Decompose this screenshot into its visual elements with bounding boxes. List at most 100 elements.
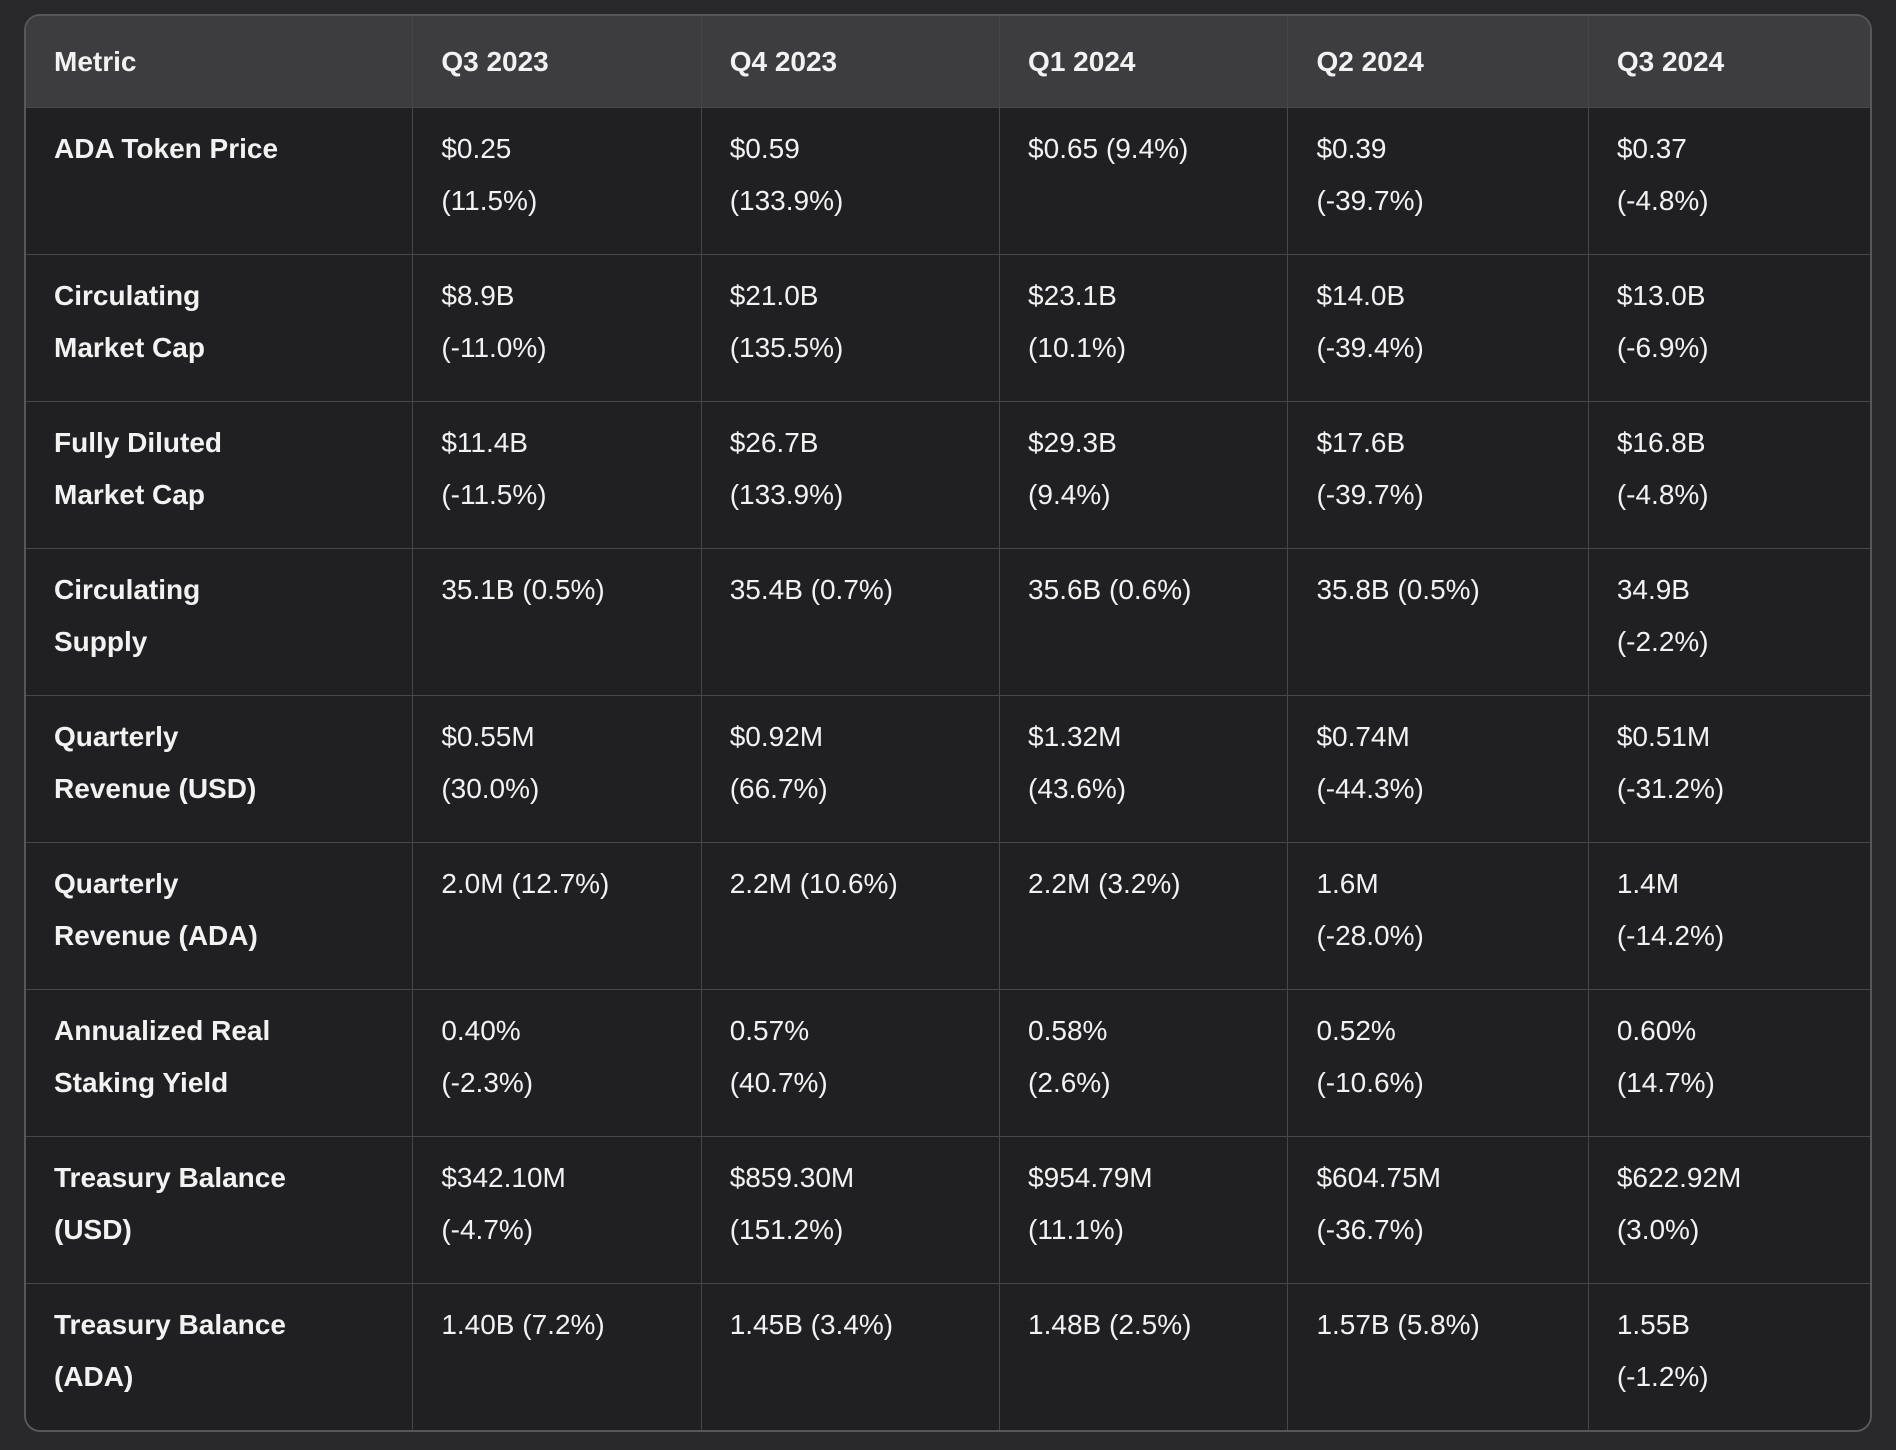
value-cell: $29.3B (9.4%) bbox=[999, 401, 1288, 548]
value-cell: 2.2M (10.6%) bbox=[700, 842, 1000, 989]
cell-line: 35.1B (0.5%) bbox=[441, 574, 605, 605]
cell-line: (-28.0%) bbox=[1316, 920, 1424, 951]
value-cell: $11.4B (-11.5%) bbox=[412, 401, 701, 548]
metric-column-header: Metric bbox=[54, 45, 137, 77]
value-cell: 1.55B (-1.2%) bbox=[1587, 1283, 1870, 1430]
cell-line: $23.1B bbox=[1028, 280, 1117, 311]
cell-line: (-1.2%) bbox=[1616, 1361, 1709, 1392]
cell-line: 1.45B (3.4%) bbox=[729, 1309, 894, 1340]
value-cell: $0.39 (-39.7%) bbox=[1287, 107, 1588, 254]
cell-line: 0.58% bbox=[1028, 1015, 1108, 1046]
cell-line: 1.6M bbox=[1316, 868, 1379, 899]
metric-cell: Circulating Market Cap bbox=[26, 254, 413, 401]
cell-line: Quarterly bbox=[54, 721, 179, 752]
cell-line: (-39.7%) bbox=[1316, 479, 1424, 510]
cell-line: $0.25 bbox=[441, 133, 512, 164]
cell-line: 35.4B (0.7%) bbox=[729, 574, 894, 605]
value-cell: $859.30M (151.2%) bbox=[700, 1136, 1000, 1283]
cell-line: (-14.2%) bbox=[1616, 920, 1725, 951]
cell-line: (-4.8%) bbox=[1616, 479, 1709, 510]
cell-line: (-31.2%) bbox=[1616, 773, 1725, 804]
table-row: Treasury Balance (USD) $342.10M (-4.7%) $859… bbox=[26, 1136, 1870, 1283]
cell-line: $29.3B bbox=[1028, 427, 1117, 458]
value-cell: $14.0B (-39.4%) bbox=[1287, 254, 1588, 401]
cell-line: (USD) bbox=[54, 1214, 132, 1245]
cell-line: Supply bbox=[54, 626, 148, 657]
cell-line: Circulating bbox=[54, 574, 201, 605]
cell-line: Staking Yield bbox=[54, 1067, 229, 1098]
table-body: ADA Token Price $0.25 (11.5%) $0.59 (133.9%)… bbox=[26, 107, 1870, 1430]
metric-cell: Annualized Real Staking Yield bbox=[26, 989, 413, 1136]
cell-line: (40.7%) bbox=[729, 1067, 828, 1098]
quarter-column-header: Q1 2024 bbox=[999, 16, 1287, 107]
value-cell: 35.1B (0.5%) bbox=[412, 548, 701, 695]
value-cell: $0.59 (133.9%) bbox=[700, 107, 1000, 254]
cell-line: 35.8B (0.5%) bbox=[1316, 574, 1480, 605]
cell-line: $0.39 bbox=[1316, 133, 1387, 164]
cell-line: (-39.7%) bbox=[1316, 185, 1424, 216]
cell-line: $0.37 bbox=[1616, 133, 1687, 164]
cell-line: $342.10M bbox=[441, 1162, 566, 1193]
value-cell: $16.8B (-4.8%) bbox=[1587, 401, 1870, 548]
table-row: Circulating Supply 35.1B (0.5%) 35.4B (0.7%… bbox=[26, 548, 1870, 695]
metrics-table: Metric Q3 2023 Q4 2023 Q1 2024 Q2 2024 Q3 202… bbox=[24, 14, 1872, 1432]
cell-line: Treasury Balance bbox=[54, 1309, 286, 1340]
cell-line: (-11.0%) bbox=[441, 332, 547, 363]
metric-cell: Quarterly Revenue (USD) bbox=[26, 695, 413, 842]
value-cell: 1.6M (-28.0%) bbox=[1287, 842, 1588, 989]
cell-line: $622.92M bbox=[1616, 1162, 1742, 1193]
cell-line: $13.0B bbox=[1616, 280, 1706, 311]
value-cell: $8.9B (-11.0%) bbox=[412, 254, 701, 401]
cell-line: (-39.4%) bbox=[1316, 332, 1424, 363]
value-cell: $13.0B (-6.9%) bbox=[1587, 254, 1870, 401]
value-cell: 0.52% (-10.6%) bbox=[1287, 989, 1588, 1136]
cell-line: $0.92M bbox=[729, 721, 824, 752]
quarter-column-header: Q3 2024 bbox=[1587, 16, 1870, 107]
metric-cell: Circulating Supply bbox=[26, 548, 413, 695]
metric-cell: Quarterly Revenue (ADA) bbox=[26, 842, 413, 989]
cell-line: (133.9%) bbox=[729, 185, 844, 216]
value-cell: 2.2M (3.2%) bbox=[999, 842, 1288, 989]
cell-line: (14.7%) bbox=[1616, 1067, 1715, 1098]
cell-line: (-4.8%) bbox=[1616, 185, 1709, 216]
value-cell: 1.40B (7.2%) bbox=[412, 1283, 701, 1430]
cell-line: (-11.5%) bbox=[441, 479, 547, 510]
cell-line: $1.32M bbox=[1028, 721, 1122, 752]
cell-line: (9.4%) bbox=[1028, 479, 1111, 510]
value-cell: $0.92M (66.7%) bbox=[700, 695, 1000, 842]
cell-line: 2.2M (3.2%) bbox=[1028, 868, 1181, 899]
metric-cell: Fully Diluted Market Cap bbox=[26, 401, 413, 548]
cell-line: (30.0%) bbox=[441, 773, 540, 804]
table-row: Annualized Real Staking Yield 0.40% (-2.3%)… bbox=[26, 989, 1870, 1136]
cell-line: (-10.6%) bbox=[1316, 1067, 1424, 1098]
value-cell: 0.57% (40.7%) bbox=[700, 989, 1000, 1136]
value-cell: $0.65 (9.4%) bbox=[999, 107, 1288, 254]
cell-line: 1.55B bbox=[1616, 1309, 1690, 1340]
value-cell: 35.6B (0.6%) bbox=[999, 548, 1288, 695]
cell-line: $0.65 (9.4%) bbox=[1028, 133, 1189, 164]
value-cell: $622.92M (3.0%) bbox=[1587, 1136, 1870, 1283]
cell-line: $14.0B bbox=[1316, 280, 1406, 311]
cell-line: $8.9B bbox=[441, 280, 515, 311]
cell-line: (2.6%) bbox=[1028, 1067, 1111, 1098]
value-cell: $21.0B (135.5%) bbox=[700, 254, 1000, 401]
table-row: Quarterly Revenue (USD) $0.55M (30.0%) $0.92… bbox=[26, 695, 1870, 842]
cell-line: Treasury Balance bbox=[54, 1162, 286, 1193]
cell-line: $954.79M bbox=[1028, 1162, 1153, 1193]
table-header-row: Metric Q3 2023 Q4 2023 Q1 2024 Q2 2024 Q3 202… bbox=[26, 16, 1870, 107]
cell-line: (151.2%) bbox=[729, 1214, 844, 1245]
cell-line: Quarterly bbox=[54, 868, 179, 899]
cell-line: 35.6B (0.6%) bbox=[1028, 574, 1192, 605]
cell-line: 0.52% bbox=[1316, 1015, 1396, 1046]
cell-line: (43.6%) bbox=[1028, 773, 1127, 804]
value-cell: $342.10M (-4.7%) bbox=[412, 1136, 701, 1283]
cell-line: $21.0B bbox=[729, 280, 819, 311]
value-cell: $0.51M (-31.2%) bbox=[1587, 695, 1870, 842]
cell-line: (3.0%) bbox=[1616, 1214, 1700, 1245]
table-row: Treasury Balance (ADA) 1.40B (7.2%) 1.45B (… bbox=[26, 1283, 1870, 1430]
value-cell: $23.1B (10.1%) bbox=[999, 254, 1288, 401]
cell-line: 1.4M bbox=[1616, 868, 1680, 899]
value-cell: 35.4B (0.7%) bbox=[700, 548, 1000, 695]
cell-line: (11.1%) bbox=[1028, 1214, 1125, 1245]
value-cell: $0.25 (11.5%) bbox=[412, 107, 701, 254]
